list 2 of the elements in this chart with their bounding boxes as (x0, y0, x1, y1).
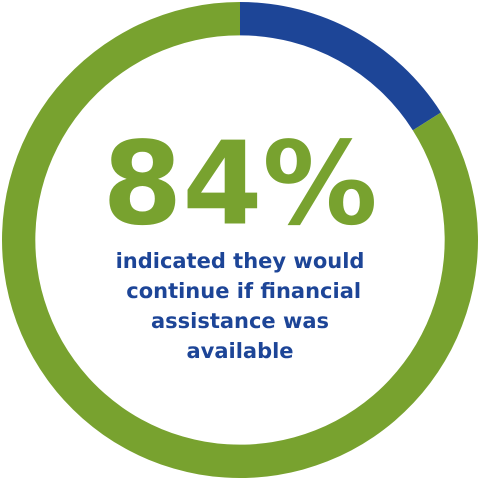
text: indicated they would continue if financial assistance was available (116, 249, 364, 363)
text: 84% (102, 118, 378, 252)
